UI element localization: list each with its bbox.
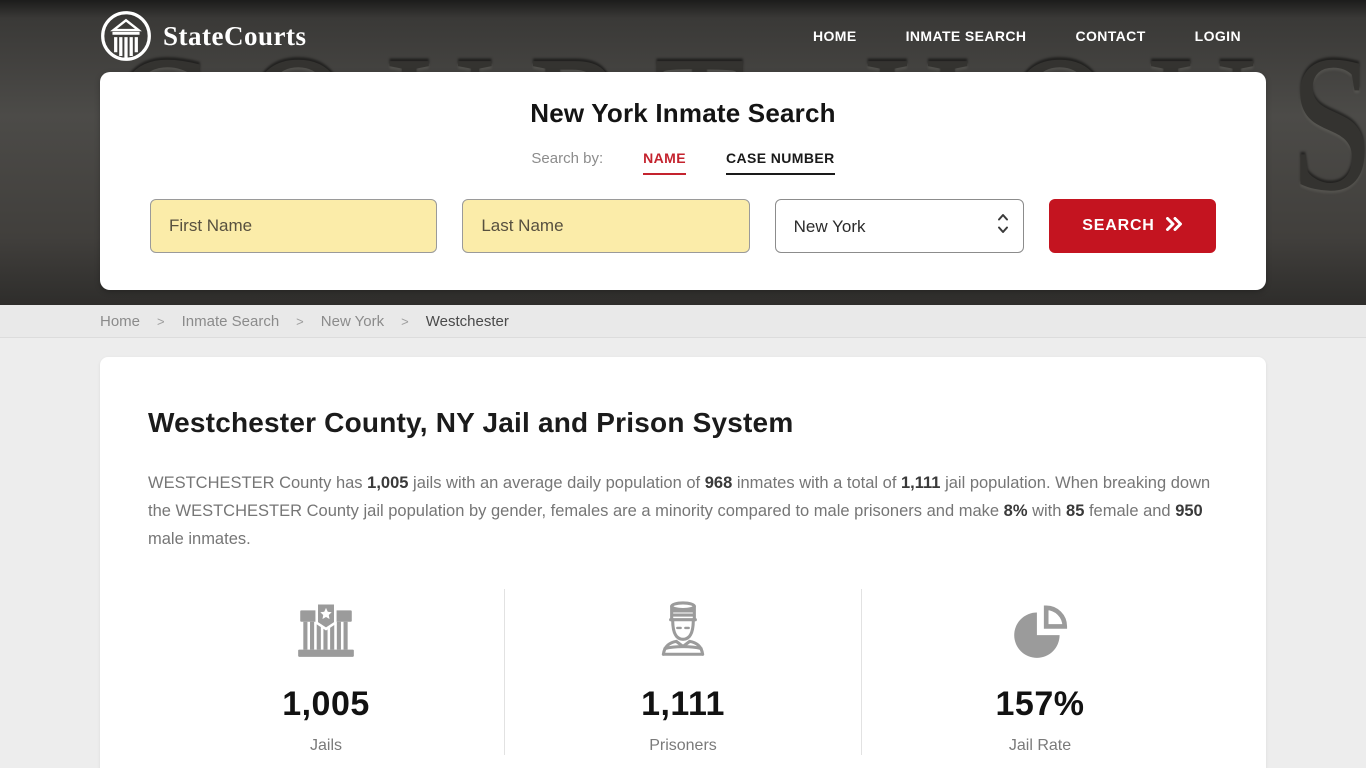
breadcrumb-separator: > <box>296 313 304 329</box>
double-chevron-right-icon <box>1165 216 1183 236</box>
tab-name[interactable]: NAME <box>643 150 686 175</box>
inmate-search-card: New York Inmate Search Search by: NAME C… <box>100 72 1266 290</box>
search-card-title: New York Inmate Search <box>530 98 836 128</box>
first-name-input[interactable] <box>150 199 438 253</box>
stat-label-prisoners: Prisoners <box>649 737 717 754</box>
stat-jails: 1,005 Jails <box>148 589 504 755</box>
tab-case-number[interactable]: CASE NUMBER <box>725 150 835 175</box>
main-nav: HOME INMATE SEARCH CONTACT LOGIN <box>813 28 1241 44</box>
search-form: New York SEARCH <box>150 199 1216 253</box>
page-title: Westchester County, NY Jail and Prison S… <box>148 407 794 438</box>
stat-value-prisoners: 1,111 <box>641 685 725 723</box>
content-card: Westchester County, NY Jail and Prison S… <box>100 357 1266 768</box>
search-by-tabs: Search by: NAME CASE NUMBER <box>150 150 1216 175</box>
search-button-label: SEARCH <box>1082 217 1155 234</box>
nav-contact[interactable]: CONTACT <box>1075 28 1146 44</box>
search-by-label: Search by: <box>531 150 604 167</box>
state-select-wrap: New York <box>774 199 1024 253</box>
breadcrumb-separator: > <box>157 313 165 329</box>
top-bar: StateCourts HOME INMATE SEARCH CONTACT L… <box>0 0 1366 72</box>
stat-prisoners: 1,111 Prisoners <box>504 589 861 755</box>
pie-chart-icon <box>862 597 1218 663</box>
brand-logo[interactable]: StateCourts <box>100 10 306 62</box>
nav-inmate-search[interactable]: INMATE SEARCH <box>905 28 1027 44</box>
site-header: COURT·HOUSE StateCourts HOME INMATE SEAR… <box>0 0 1366 305</box>
stats-row: 1,005 Jails <box>148 589 1218 755</box>
intro-paragraph: WESTCHESTER County has 1,005 jails with … <box>148 474 1211 548</box>
nav-login[interactable]: LOGIN <box>1194 28 1241 44</box>
breadcrumb-inmate-search[interactable]: Inmate Search <box>181 312 280 330</box>
breadcrumb-current: Westchester <box>425 312 509 330</box>
nav-home[interactable]: HOME <box>813 28 857 44</box>
state-select[interactable]: New York <box>774 199 1024 253</box>
stat-value-jails: 1,005 <box>282 685 370 723</box>
prisoner-icon <box>505 597 861 663</box>
breadcrumb-new-york[interactable]: New York <box>320 312 385 330</box>
brand-name: StateCourts <box>163 20 307 51</box>
main-content: Westchester County, NY Jail and Prison S… <box>0 338 1366 768</box>
stat-label-jail-rate: Jail Rate <box>1008 737 1072 754</box>
stat-jail-rate: 157% Jail Rate <box>861 589 1218 755</box>
breadcrumb-separator: > <box>401 313 409 329</box>
last-name-input[interactable] <box>462 199 750 253</box>
search-button[interactable]: SEARCH <box>1048 199 1216 253</box>
jail-building-icon <box>148 597 504 663</box>
stat-label-jails: Jails <box>309 737 342 754</box>
breadcrumb-home[interactable]: Home <box>100 312 141 330</box>
stat-value-jail-rate: 157% <box>995 685 1085 723</box>
courthouse-logo-icon <box>100 10 152 62</box>
breadcrumb: Home > Inmate Search > New York > Westch… <box>0 305 1366 338</box>
